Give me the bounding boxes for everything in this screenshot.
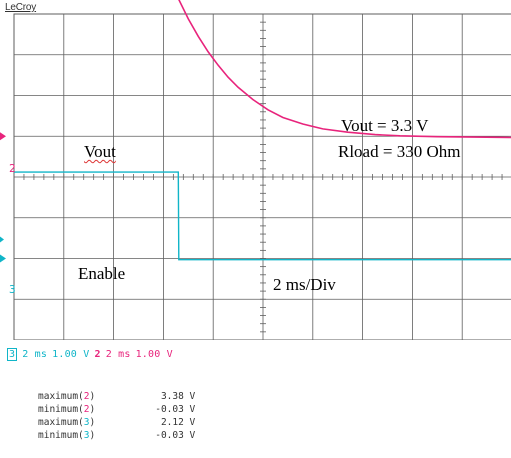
oscilloscope-display [0,0,511,340]
trace-ch2-vout [178,0,511,139]
measurement-row: minimum(2) -0.03 V [38,403,195,416]
measurement-label: maximum(2) [38,391,96,402]
measurement-value: -0.03 V [155,430,196,441]
channel-status-bar: 3 2 ms 1.00 V 2 2 ms 1.00 V [7,348,178,361]
ch3-volts-div: 1.00 V [52,349,90,360]
trace-ch3-enable [14,171,511,261]
enable-label: Enable [78,264,126,283]
ch2-status-badge[interactable]: 2 [94,349,101,360]
ch2-timebase: 2 ms [105,349,131,360]
vout-label: Vout [84,142,116,161]
measurement-label: maximum(3) [38,417,96,428]
channel-ground-markers [0,132,6,263]
measurement-row: minimum(3) -0.03 V [38,429,195,442]
measurement-channel: 2 [83,404,90,415]
measurement-value: 2.12 V [160,417,196,428]
ch3-timebase: 2 ms [22,349,48,360]
graticule [13,13,511,340]
ch3-ground-marker [0,254,6,263]
measurement-channel: 3 [83,430,90,441]
measurement-row: maximum(2) 3.38 V [38,390,195,403]
measurement-value: 3.38 V [160,391,196,402]
measurement-value: -0.03 V [155,404,196,415]
measurement-channel: 3 [83,417,90,428]
ch3-offset-marker [0,236,4,243]
rload-value-label: Rload = 330 Ohm [338,142,461,161]
ch2-volts-div: 1.00 V [135,349,173,360]
lecroy-logo: LeCroy [5,2,37,13]
timebase-label: 2 ms/Div [273,275,336,294]
ch2-ground-marker [0,132,6,141]
ch2-ground-label: 2 [9,162,16,175]
measurement-row: maximum(3) 2.12 V [38,416,195,429]
vout-value-label: Vout = 3.3 V [341,116,429,135]
ch3-status-badge[interactable]: 3 [7,348,18,361]
ch3-ground-label: 3 [9,283,16,296]
measurement-label: minimum(2) [38,404,96,415]
measurement-label: minimum(3) [38,430,96,441]
measurement-channel: 2 [83,391,90,402]
